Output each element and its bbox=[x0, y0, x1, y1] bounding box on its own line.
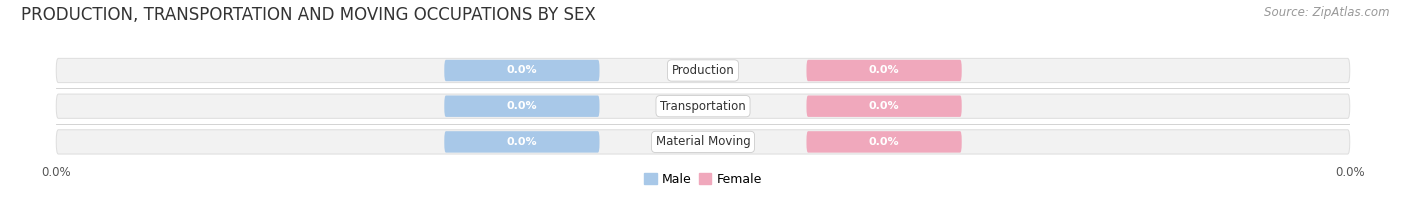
Text: Material Moving: Material Moving bbox=[655, 135, 751, 148]
FancyBboxPatch shape bbox=[56, 58, 1350, 83]
FancyBboxPatch shape bbox=[444, 131, 599, 153]
Text: Transportation: Transportation bbox=[661, 100, 745, 113]
Text: 0.0%: 0.0% bbox=[506, 101, 537, 111]
FancyBboxPatch shape bbox=[56, 130, 1350, 154]
FancyBboxPatch shape bbox=[444, 96, 599, 117]
FancyBboxPatch shape bbox=[807, 60, 962, 81]
FancyBboxPatch shape bbox=[444, 60, 599, 81]
Text: PRODUCTION, TRANSPORTATION AND MOVING OCCUPATIONS BY SEX: PRODUCTION, TRANSPORTATION AND MOVING OC… bbox=[21, 6, 596, 24]
FancyBboxPatch shape bbox=[807, 131, 962, 153]
Text: 0.0%: 0.0% bbox=[869, 101, 900, 111]
Text: 0.0%: 0.0% bbox=[506, 137, 537, 147]
Legend: Male, Female: Male, Female bbox=[640, 168, 766, 191]
FancyBboxPatch shape bbox=[56, 94, 1350, 118]
Text: Source: ZipAtlas.com: Source: ZipAtlas.com bbox=[1264, 6, 1389, 19]
Text: 0.0%: 0.0% bbox=[869, 137, 900, 147]
FancyBboxPatch shape bbox=[807, 96, 962, 117]
Text: 0.0%: 0.0% bbox=[869, 65, 900, 75]
Text: Production: Production bbox=[672, 64, 734, 77]
Text: 0.0%: 0.0% bbox=[506, 65, 537, 75]
